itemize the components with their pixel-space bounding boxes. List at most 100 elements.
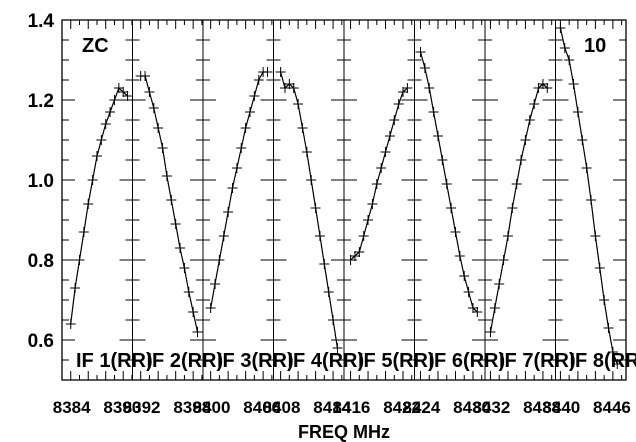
data-point bbox=[297, 123, 308, 133]
panel-label: IF 1(RR) bbox=[76, 350, 153, 372]
plot-frame bbox=[61, 19, 627, 381]
panel-series bbox=[135, 71, 203, 337]
series-line bbox=[489, 83, 548, 333]
panel-series bbox=[275, 67, 343, 353]
panel-series bbox=[485, 79, 553, 337]
data-point bbox=[293, 99, 304, 109]
panel-label: IF 5(RR) bbox=[358, 350, 435, 372]
data-point bbox=[376, 163, 387, 173]
data-point bbox=[511, 179, 522, 189]
panel-series bbox=[345, 83, 413, 265]
data-point bbox=[161, 171, 172, 181]
data-point bbox=[516, 155, 527, 165]
data-point bbox=[586, 195, 597, 205]
data-point bbox=[380, 147, 391, 157]
data-point bbox=[367, 199, 378, 209]
data-point bbox=[275, 67, 286, 77]
data-point bbox=[323, 287, 334, 297]
ticks-layer bbox=[62, 19, 626, 381]
data-point bbox=[371, 179, 382, 189]
data-point bbox=[419, 63, 430, 73]
data-point bbox=[542, 83, 553, 93]
data-point bbox=[520, 135, 531, 145]
series-layer bbox=[65, 23, 623, 369]
panel-label: IF 8(RR) bbox=[570, 350, 636, 372]
data-point bbox=[175, 243, 186, 253]
y-tick-label: 1.2 bbox=[28, 91, 54, 112]
data-point bbox=[485, 327, 496, 337]
panel-series bbox=[415, 47, 483, 317]
data-point bbox=[113, 83, 124, 93]
x-tick-label: 8430 bbox=[453, 398, 491, 417]
series-line bbox=[210, 71, 268, 309]
data-point bbox=[253, 75, 264, 85]
data-point bbox=[192, 327, 203, 337]
data-point bbox=[537, 79, 548, 89]
series-line bbox=[419, 51, 478, 313]
data-point bbox=[91, 151, 102, 161]
data-point bbox=[153, 123, 164, 133]
data-point bbox=[564, 55, 575, 65]
data-point bbox=[393, 99, 404, 109]
data-point bbox=[568, 79, 579, 89]
series-line bbox=[280, 71, 338, 349]
x-tick-label: 8384 bbox=[53, 398, 91, 417]
panel-label: IF 4(RR) bbox=[288, 350, 365, 372]
data-point bbox=[122, 91, 133, 101]
data-point bbox=[306, 175, 317, 185]
data-point bbox=[236, 143, 247, 153]
data-point bbox=[402, 83, 413, 93]
data-point bbox=[87, 175, 98, 185]
x-tick-label: 8440 bbox=[542, 398, 580, 417]
x-tick-label: 8390 bbox=[103, 398, 141, 417]
data-point bbox=[555, 23, 566, 33]
data-point bbox=[424, 83, 435, 93]
x-tick-label: 8406 bbox=[243, 398, 281, 417]
data-point bbox=[288, 83, 299, 93]
data-point bbox=[533, 83, 544, 93]
data-point bbox=[70, 283, 81, 293]
x-tick-label: 8416 bbox=[333, 398, 371, 417]
panel-label: IF 7(RR) bbox=[499, 350, 576, 372]
data-point bbox=[441, 179, 452, 189]
data-point bbox=[96, 135, 107, 145]
data-point bbox=[210, 279, 221, 289]
x-tick-label: 8424 bbox=[403, 398, 441, 417]
data-point bbox=[454, 251, 465, 261]
x-tick-label: 8398 bbox=[173, 398, 211, 417]
data-point bbox=[319, 259, 330, 269]
series-line bbox=[350, 87, 408, 261]
y-tick-label: 1.4 bbox=[28, 11, 55, 32]
data-point bbox=[472, 307, 483, 317]
data-point bbox=[218, 231, 229, 241]
data-point bbox=[612, 359, 623, 369]
series-line bbox=[70, 86, 129, 325]
data-point bbox=[328, 315, 339, 325]
data-point bbox=[83, 199, 94, 209]
data-point bbox=[590, 231, 601, 241]
data-point bbox=[415, 47, 426, 57]
data-point bbox=[310, 203, 321, 213]
data-point bbox=[463, 287, 474, 297]
x-tick-label: 8446 bbox=[593, 398, 631, 417]
x-tick-label: 8414 bbox=[313, 398, 351, 417]
data-point bbox=[428, 107, 439, 117]
data-point bbox=[301, 147, 312, 157]
data-point bbox=[205, 303, 216, 313]
data-point bbox=[74, 255, 85, 265]
x-tick-label: 8400 bbox=[193, 398, 231, 417]
data-point bbox=[314, 231, 325, 241]
x-tick-label: 8438 bbox=[523, 398, 561, 417]
data-point bbox=[179, 263, 190, 273]
data-point bbox=[581, 163, 592, 173]
panel-label: IF 2(RR) bbox=[147, 350, 224, 372]
data-point bbox=[459, 271, 470, 281]
data-point bbox=[599, 295, 610, 305]
data-point bbox=[358, 231, 369, 241]
data-point bbox=[188, 307, 199, 317]
panel-label: IF 3(RR) bbox=[217, 350, 294, 372]
x-axis-title: FREQ MHz bbox=[298, 422, 390, 442]
data-point bbox=[349, 251, 360, 261]
